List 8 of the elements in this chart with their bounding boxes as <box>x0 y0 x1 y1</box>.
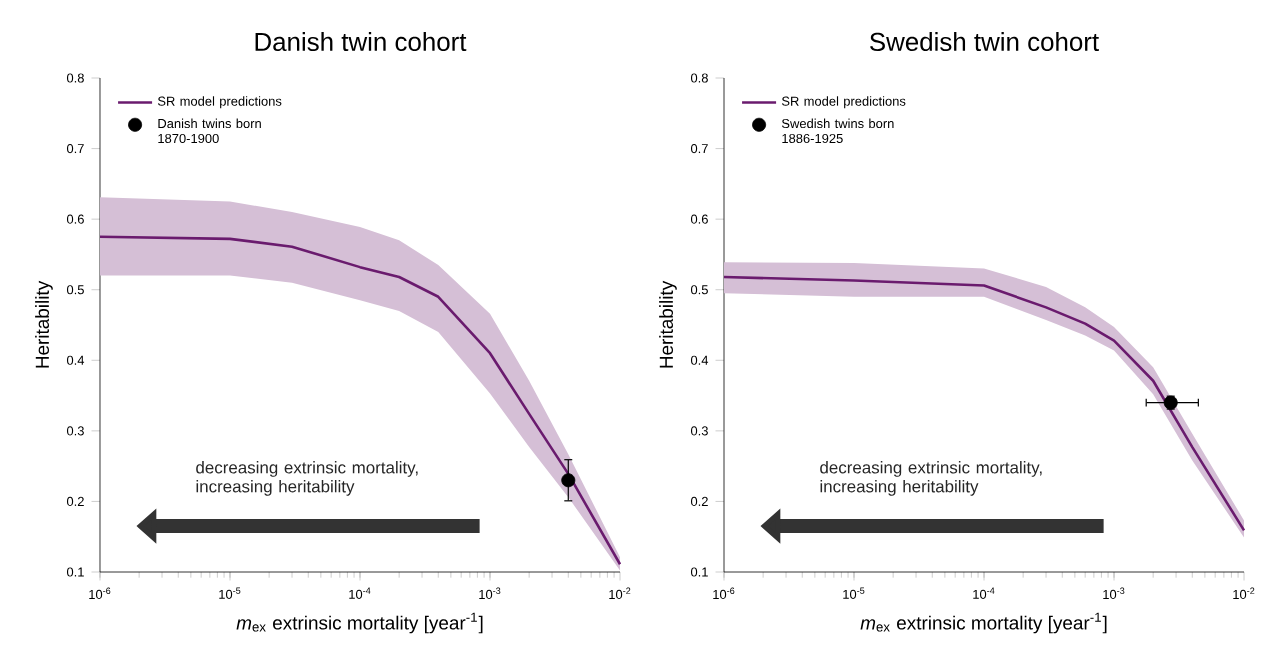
annotation: decreasing extrinsic mortality, increasing heritability <box>820 461 1042 496</box>
y-axis-title: Heritability <box>35 280 53 368</box>
x-axis-title: m$_{ex}$ extrinsic mortality [year$^{-1}$] <box>860 612 1107 634</box>
chart-title: Danish twin cohort <box>255 32 467 52</box>
x-axis-title: m$_{ex}$ extrinsic mortality [year$^{-1}$] <box>236 612 483 634</box>
y-axis-title: Heritability <box>659 280 677 368</box>
chart-title: Swedish twin cohort <box>870 32 1099 52</box>
annotation: decreasing extrinsic mortality, increasing heritability <box>196 461 418 496</box>
